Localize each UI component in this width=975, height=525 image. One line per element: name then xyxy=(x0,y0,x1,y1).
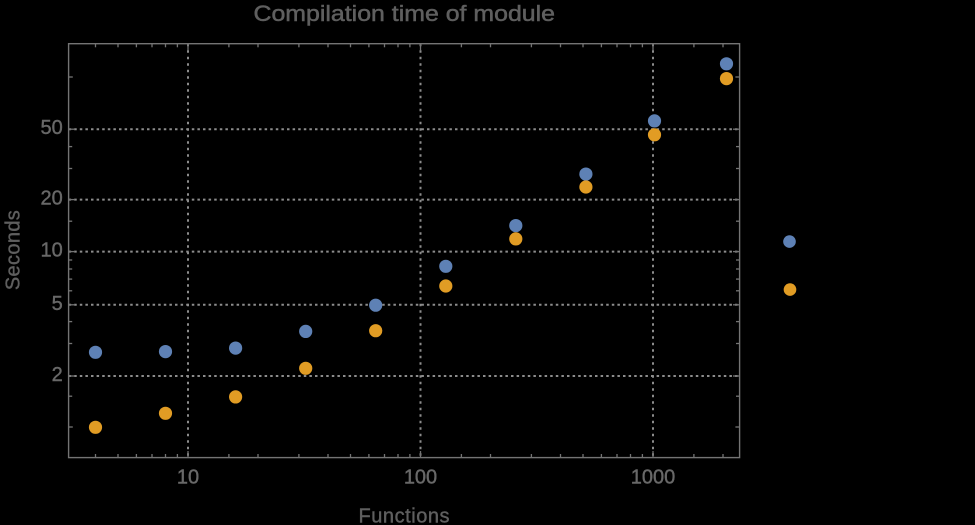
svg-text:2: 2 xyxy=(52,364,63,386)
svg-text:Compilation time of module: Compilation time of module xyxy=(254,1,556,26)
svg-text:1000: 1000 xyxy=(631,466,676,488)
svg-text:Seconds: Seconds xyxy=(3,210,25,290)
svg-text:20: 20 xyxy=(41,188,63,210)
svg-text:5: 5 xyxy=(52,293,63,315)
svg-text:50: 50 xyxy=(41,117,63,139)
svg-text:10: 10 xyxy=(177,466,199,488)
svg-text:Functions: Functions xyxy=(358,506,450,525)
svg-text:10: 10 xyxy=(41,240,63,262)
svg-text:100: 100 xyxy=(404,466,437,488)
